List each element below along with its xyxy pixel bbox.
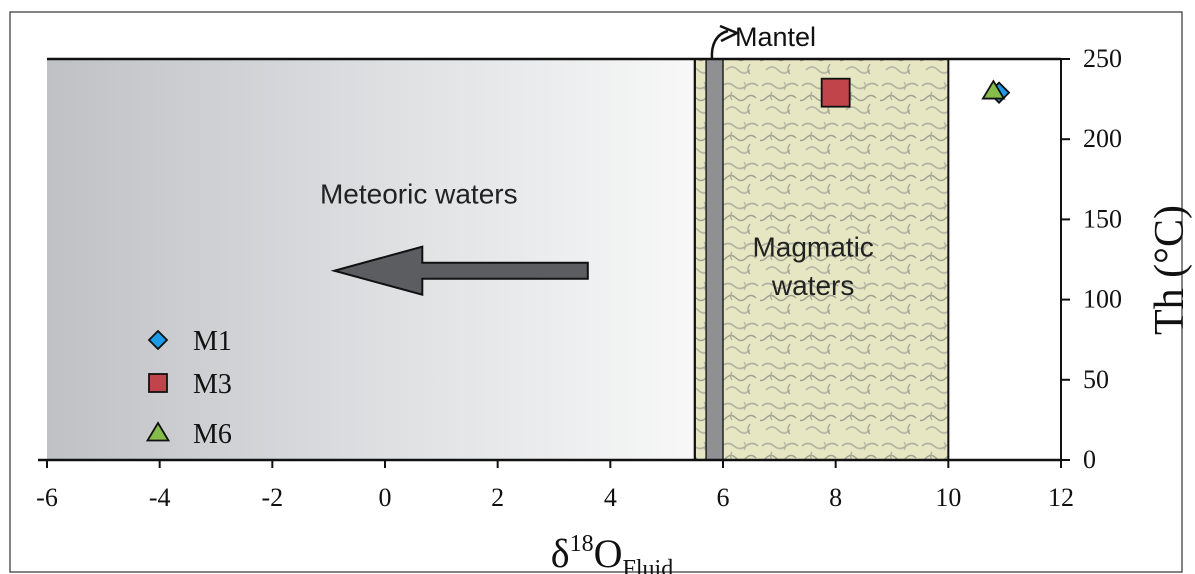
regions-layer [47, 58, 950, 461]
axes-layer: -6 -4 -2 0 2 4 6 8 10 12 0 50 100 150 200 250 [36, 44, 1122, 512]
x-axis-title-sup: 18 [570, 531, 594, 557]
y-tick-label: 100 [1083, 285, 1122, 314]
arrow-layer [330, 245, 589, 297]
legend-marker-m6 [145, 421, 171, 442]
y-tick-label: 250 [1083, 44, 1122, 73]
mantel-callout-hook [710, 24, 741, 60]
x-axis-title-sub: Fluid [623, 556, 674, 574]
x-tick-label: 8 [829, 483, 842, 512]
y-tick-label: 50 [1083, 365, 1109, 394]
mantel-label: Mantel [735, 22, 816, 52]
points-layer [820, 77, 1011, 108]
legend-marker-m3 [148, 373, 168, 393]
legend: M1 M3 M6 [145, 326, 232, 450]
legend-label-m6: M6 [193, 419, 232, 450]
y-tick-label: 0 [1083, 445, 1096, 474]
region-meteoric-waters [47, 59, 695, 460]
legend-label-m1: M1 [193, 326, 232, 357]
legend-label-m3: M3 [193, 369, 232, 400]
x-tick-label: -2 [261, 483, 283, 512]
y-tick-label: 150 [1083, 204, 1122, 233]
x-tick-label: 0 [379, 483, 392, 512]
x-axis-title-delta: δ [551, 531, 570, 574]
y-tick-label: 200 [1083, 124, 1122, 153]
x-axis-title: δ18OFluid [551, 531, 673, 574]
region-mantel-band [705, 58, 724, 461]
x-tick-label: 2 [491, 483, 504, 512]
x-tick-label: 6 [717, 483, 730, 512]
magmatic-waters-label-line1: Magmatic [752, 231, 873, 262]
y-axis-title: Th (°C) [1147, 205, 1193, 335]
x-tick-label: -6 [36, 483, 58, 512]
x-tick-label: -4 [149, 483, 171, 512]
x-axis-title-o: O [594, 531, 623, 574]
x-tick-label: 10 [935, 483, 961, 512]
data-point-m3 [820, 77, 851, 108]
meteoric-waters-label: Meteoric waters [320, 178, 518, 209]
magmatic-waters-label-line2: waters [771, 270, 854, 301]
x-tick-label: 12 [1048, 483, 1074, 512]
x-tick-label: 4 [604, 483, 617, 512]
meteoric-arrow [330, 245, 589, 297]
legend-marker-m1 [147, 329, 169, 351]
data-point-m6 [981, 79, 1006, 100]
